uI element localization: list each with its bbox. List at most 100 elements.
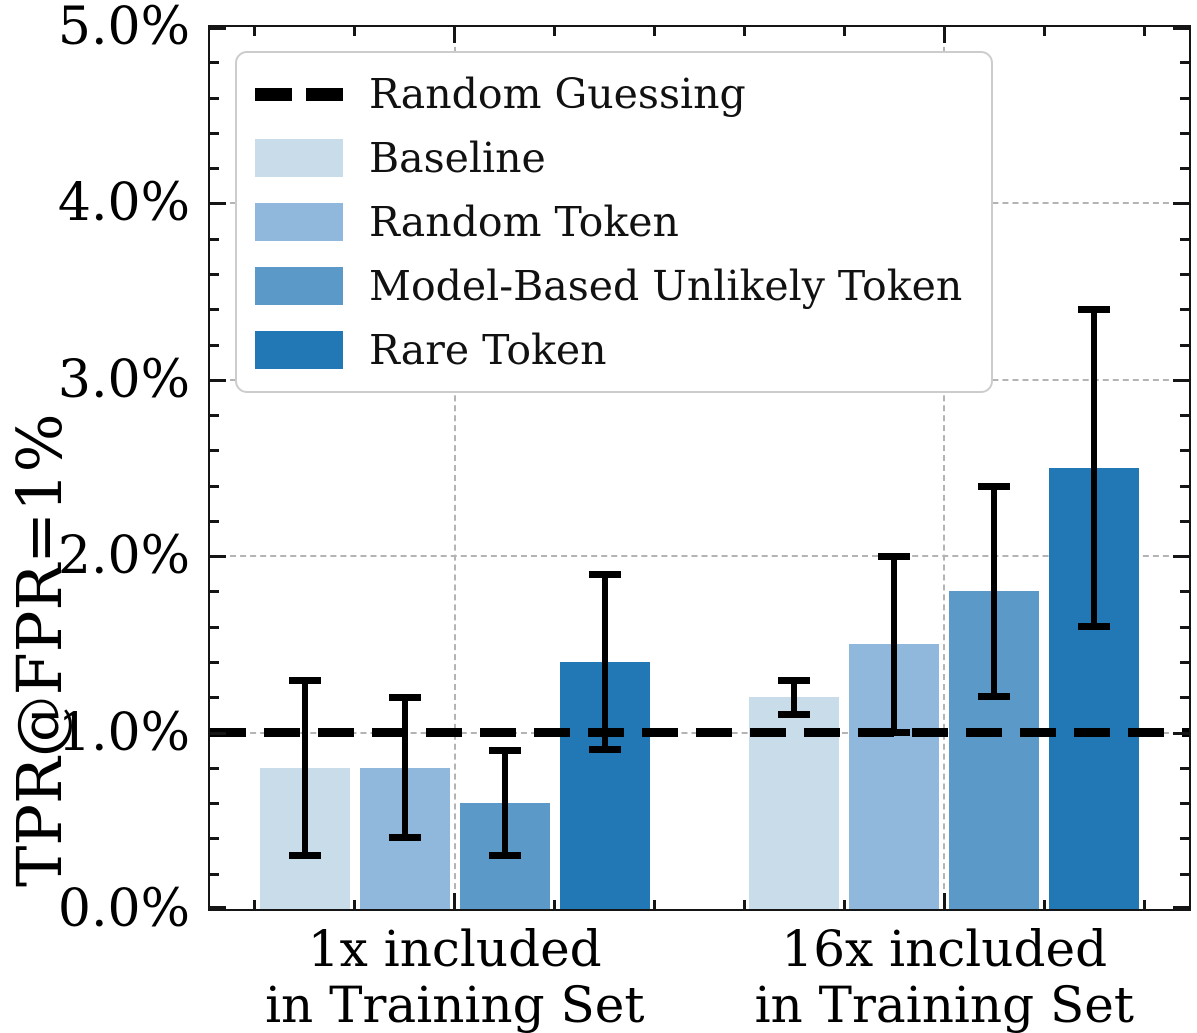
y-tick [210, 661, 219, 665]
y-tick [210, 766, 219, 770]
y-tick [210, 167, 219, 171]
error-bar-cap-top [878, 553, 911, 561]
y-tick [1173, 555, 1189, 559]
y-tick [1173, 27, 1189, 30]
error-bar-cap-top [488, 747, 521, 755]
x-tick [453, 27, 457, 43]
y-tick [210, 731, 226, 735]
y-tick [210, 837, 219, 841]
y-tick [210, 414, 219, 418]
legend-label: Random Guessing [369, 70, 746, 118]
error-bar-line [1091, 309, 1098, 627]
y-tick [1180, 696, 1189, 700]
x-tick [1142, 27, 1146, 36]
h-gridline [210, 555, 1189, 558]
error-bar-cap-bottom [588, 746, 621, 754]
y-tick-label: 5.0% [57, 0, 190, 57]
error-bar-line [501, 750, 508, 857]
y-tick-label: 0.0% [57, 879, 190, 939]
error-bar-cap-top [978, 482, 1011, 490]
y-tick [210, 61, 219, 65]
y-tick [210, 237, 219, 241]
y-tick [1180, 272, 1189, 276]
error-bar-line [791, 679, 798, 715]
y-tick [1173, 731, 1189, 735]
y-tick [1180, 237, 1189, 241]
y-tick-label: 2.0% [57, 526, 190, 587]
x-tick [653, 27, 657, 36]
y-tick [1180, 837, 1189, 841]
legend-label: Rare Token [369, 326, 607, 374]
color-swatch-icon [255, 203, 343, 241]
y-tick [210, 308, 219, 312]
y-tick [210, 272, 219, 276]
x-tick [942, 27, 946, 43]
x-tick [742, 27, 746, 36]
legend-entry-random-token: Random Token [255, 190, 991, 254]
y-tick [210, 696, 219, 700]
y-tick [1180, 625, 1189, 629]
error-bar-cap-bottom [1078, 622, 1111, 630]
legend-entry-baseline: Baseline [255, 126, 991, 190]
error-bar-line [891, 556, 898, 733]
error-bar-cap-bottom [978, 693, 1011, 701]
y-tick [1180, 519, 1189, 523]
y-tick [1180, 872, 1189, 876]
y-tick [210, 872, 219, 876]
x-tick [553, 27, 557, 36]
x-tick [453, 893, 457, 909]
color-swatch-icon [255, 139, 343, 177]
y-tick [210, 131, 219, 135]
color-swatch-icon [255, 267, 343, 305]
x-tick [353, 900, 357, 909]
y-tick [210, 519, 219, 523]
y-tick [1173, 906, 1189, 909]
dashed-line-swatch-icon [255, 87, 343, 101]
y-tick-label: 1.0% [57, 702, 190, 763]
y-tick [1180, 343, 1189, 347]
error-bar-line [991, 485, 998, 698]
x-tick [1042, 900, 1046, 909]
x-tick [253, 27, 257, 36]
error-bar-line [601, 573, 608, 751]
v-gridline [453, 27, 456, 909]
y-tick [210, 449, 219, 453]
x-tick [1142, 900, 1146, 909]
y-tick [210, 27, 226, 30]
x-tick-label-16x: 16x included in Training Set [754, 920, 1134, 1033]
y-tick [1180, 590, 1189, 594]
error-bar-cap-top [778, 676, 811, 684]
error-bar-cap-bottom [488, 852, 521, 860]
color-swatch-icon [255, 331, 343, 369]
y-tick [210, 555, 226, 559]
y-tick [210, 802, 219, 806]
legend-entry-random-guessing: Random Guessing [255, 62, 991, 126]
x-tick [842, 27, 846, 36]
y-tick [1173, 378, 1189, 382]
y-tick [210, 202, 226, 206]
y-tick [210, 343, 219, 347]
legend-label: Random Token [369, 198, 679, 246]
legend: Random Guessing Baseline Random Token Mo… [235, 51, 993, 393]
x-tick [842, 900, 846, 909]
y-tick [1180, 449, 1189, 453]
error-bar-cap-bottom [388, 834, 421, 842]
y-tick [210, 906, 226, 909]
error-bar-cap-bottom [778, 710, 811, 718]
y-tick [210, 590, 219, 594]
y-tick [1180, 802, 1189, 806]
y-tick [1180, 766, 1189, 770]
legend-label: Model-Based Unlikely Token [369, 262, 963, 310]
y-tick [210, 625, 219, 629]
error-bar-cap-top [388, 694, 421, 702]
random-guessing-line [210, 728, 1189, 738]
error-bar-cap-top [288, 676, 321, 684]
x-tick [553, 900, 557, 909]
x-tick [253, 900, 257, 909]
x-tick [742, 900, 746, 909]
error-bar-line [401, 697, 408, 839]
legend-label: Baseline [369, 134, 546, 182]
y-tick [1180, 414, 1189, 418]
y-tick [1180, 661, 1189, 665]
